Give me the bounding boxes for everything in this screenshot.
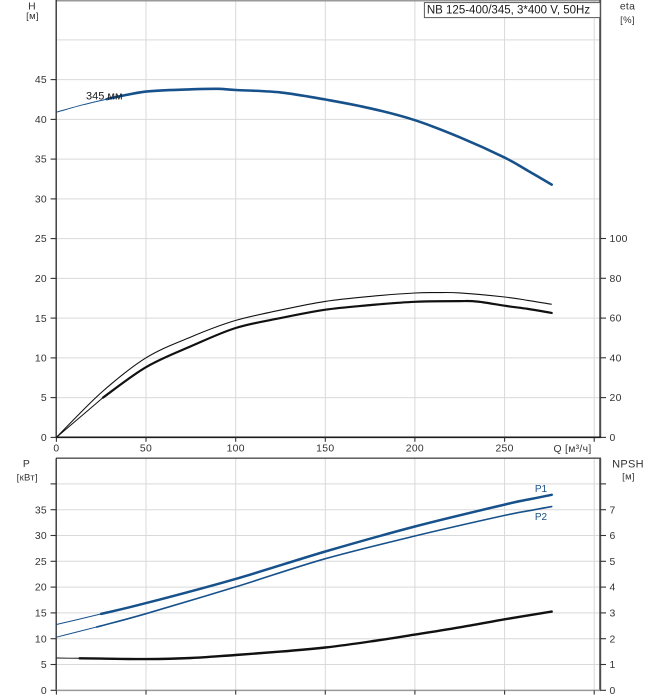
svg-text:0: 0	[610, 433, 616, 444]
svg-text:250: 250	[495, 444, 513, 455]
svg-text:100: 100	[610, 234, 628, 245]
svg-text:[кВт]: [кВт]	[17, 473, 38, 484]
svg-text:20: 20	[35, 274, 47, 285]
svg-text:10: 10	[35, 354, 47, 365]
svg-text:0: 0	[53, 444, 59, 455]
svg-text:200: 200	[406, 444, 424, 455]
svg-text:15: 15	[35, 314, 47, 325]
svg-text:[м]: [м]	[26, 11, 39, 22]
svg-text:NB 125-400/345, 3*400 V, 50Hz: NB 125-400/345, 3*400 V, 50Hz	[427, 5, 591, 17]
svg-text:20: 20	[610, 393, 622, 404]
svg-text:3: 3	[610, 609, 616, 620]
svg-text:15: 15	[35, 609, 47, 620]
svg-text:P2: P2	[535, 512, 548, 523]
svg-text:2: 2	[610, 634, 616, 645]
svg-text:7: 7	[610, 505, 616, 516]
svg-text:Q [м³/ч]: Q [м³/ч]	[553, 444, 591, 455]
svg-text:100: 100	[227, 444, 245, 455]
svg-text:eta: eta	[620, 1, 635, 12]
svg-text:P1: P1	[535, 484, 548, 495]
svg-text:NPSH: NPSH	[612, 459, 644, 471]
svg-text:0: 0	[610, 686, 616, 697]
svg-text:30: 30	[35, 531, 47, 542]
svg-text:45: 45	[35, 75, 47, 86]
svg-text:35: 35	[35, 155, 47, 166]
svg-text:40: 40	[610, 353, 622, 364]
svg-text:[м]: [м]	[622, 472, 635, 483]
svg-text:P: P	[23, 459, 30, 470]
svg-text:0: 0	[41, 433, 47, 444]
svg-text:H: H	[28, 1, 36, 12]
svg-text:5: 5	[41, 393, 47, 404]
svg-text:30: 30	[35, 195, 47, 206]
svg-text:0: 0	[41, 686, 47, 697]
svg-text:25: 25	[35, 557, 47, 568]
svg-text:150: 150	[316, 444, 334, 455]
svg-text:10: 10	[35, 634, 47, 645]
svg-text:1: 1	[610, 660, 616, 671]
svg-text:[%]: [%]	[620, 15, 635, 26]
svg-text:40: 40	[35, 115, 47, 126]
svg-text:345 мм: 345 мм	[86, 91, 123, 103]
svg-text:50: 50	[140, 444, 152, 455]
svg-text:6: 6	[610, 531, 616, 542]
svg-text:35: 35	[35, 505, 47, 516]
svg-text:25: 25	[35, 234, 47, 245]
svg-text:5: 5	[610, 557, 616, 568]
svg-text:5: 5	[41, 660, 47, 671]
svg-text:80: 80	[610, 274, 622, 285]
svg-text:60: 60	[610, 314, 622, 325]
svg-text:20: 20	[35, 583, 47, 594]
svg-text:4: 4	[610, 583, 616, 594]
